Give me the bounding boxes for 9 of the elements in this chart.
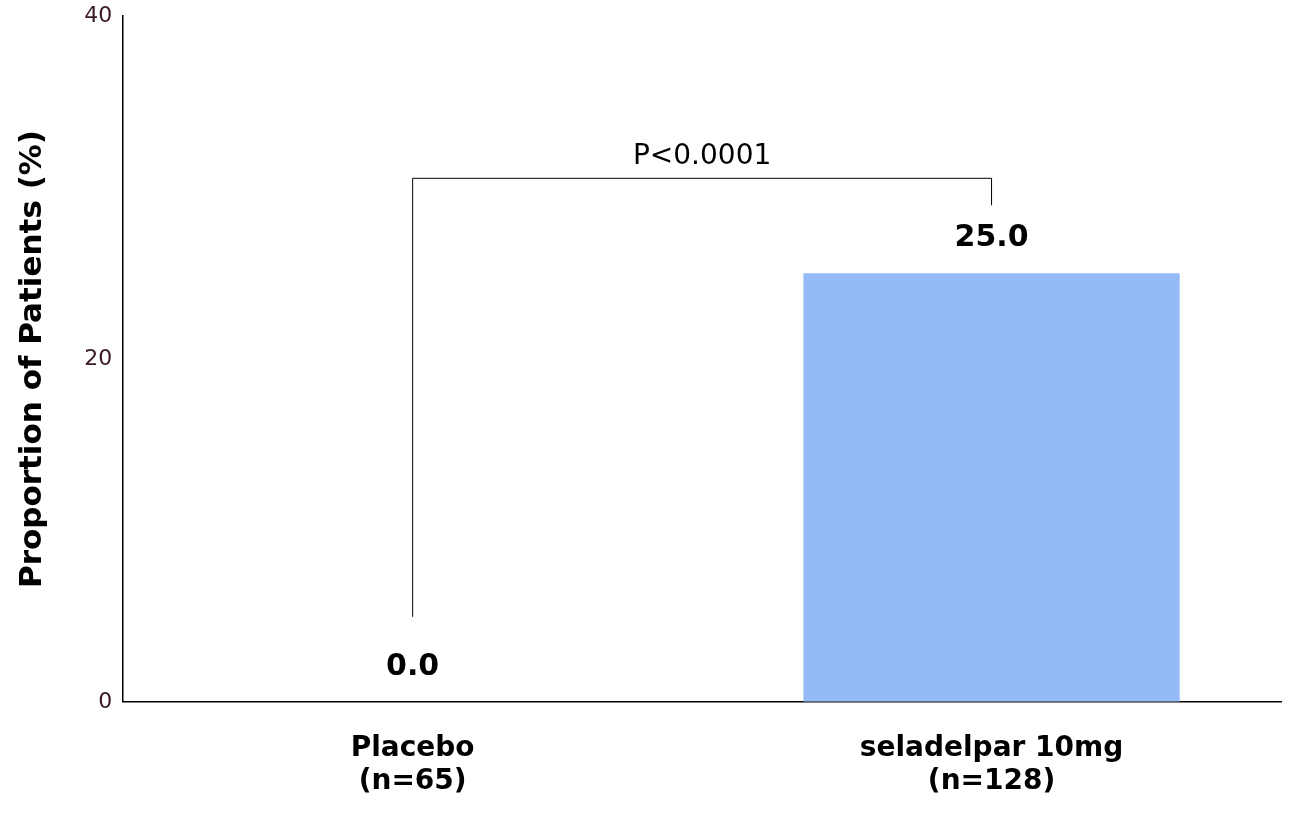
y-tick-label: 0 xyxy=(98,687,113,713)
data-label: 25.0 xyxy=(954,218,1029,254)
y-tick-label: 20 xyxy=(84,344,113,370)
x-tick-label: seladelpar 10mg (n=128) xyxy=(859,729,1124,797)
y-tick-label: 40 xyxy=(84,1,113,27)
annotation: P<0.0001 xyxy=(632,137,772,171)
y-axis-title: Proportion of Patients (%) xyxy=(11,129,48,589)
data-label: 0.0 xyxy=(386,646,440,682)
x-tick-label: Placebo (n=65) xyxy=(350,729,475,797)
